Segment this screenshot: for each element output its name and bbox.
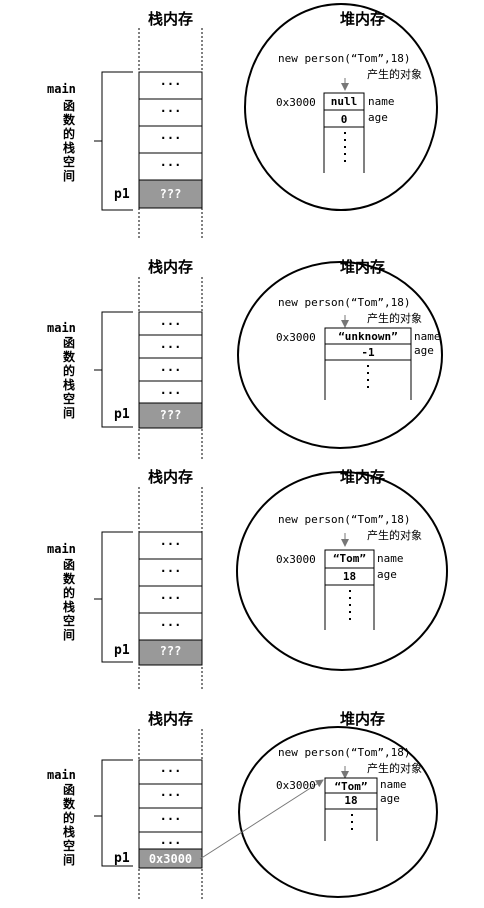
name-field-value: null — [330, 95, 358, 108]
address-label: 0x3000 — [276, 553, 316, 566]
main-label: main — [47, 82, 76, 96]
p1-cell-value: ??? — [159, 644, 182, 658]
age-field-value: 18 — [342, 570, 357, 583]
stack-cell-1: ··· — [159, 317, 182, 331]
panel-2: 栈内存 堆内存 main 函数的栈空间 ··· ··· ··· ··· p1 ?… — [0, 227, 484, 454]
main-bracket — [101, 531, 133, 663]
age-field-value: 0 — [340, 113, 348, 126]
stack-title: 栈内存 — [148, 10, 194, 28]
age-field-label: age — [414, 344, 434, 357]
age-field-label: age — [380, 792, 400, 805]
stack-cell-4: ··· — [159, 158, 182, 172]
object-age-box — [324, 343, 412, 361]
stack-title: 栈内存 — [148, 258, 194, 276]
reference-arrow — [199, 779, 324, 860]
address-label: 0x3000 — [276, 331, 316, 344]
heap-ellipse — [236, 471, 448, 671]
p1-stack-cell — [138, 639, 203, 666]
stack-cell-4: ··· — [159, 618, 182, 632]
name-field-value: “Tom” — [332, 552, 367, 565]
p1-label: p1 — [114, 851, 130, 866]
panel-1: 栈内存 堆内存 main 函数的栈空间 ··· ··· ··· ··· p1 ?… — [0, 0, 484, 227]
p1-stack-cell — [138, 848, 203, 869]
stack-cell-1: ··· — [159, 537, 182, 551]
produced-object-label: 产生的对象 — [367, 762, 422, 775]
panel-3: 栈内存 堆内存 main 函数的栈空间 ··· ··· ··· ··· p1 ?… — [0, 454, 484, 681]
stack-cell-3: ··· — [159, 131, 182, 145]
p1-cell-value: ??? — [159, 408, 182, 422]
main-cjk-label: 函数的栈空间 — [62, 783, 75, 867]
stack-cell-3: ··· — [159, 812, 182, 826]
main-cjk-label: 函数的栈空间 — [62, 99, 75, 183]
p1-stack-cell — [138, 402, 203, 429]
heap-title: 堆内存 — [340, 710, 386, 728]
stack-cell-2: ··· — [159, 564, 182, 578]
name-field-label: name — [380, 778, 407, 791]
stack-cell-2: ··· — [159, 104, 182, 118]
age-field-value: -1 — [361, 346, 375, 359]
main-cjk-label: 函数的栈空间 — [62, 336, 75, 420]
stack-cell — [138, 807, 203, 833]
name-field-label: name — [414, 330, 441, 343]
address-label: 0x3000 — [276, 779, 316, 792]
new-expression: new person(“Tom”,18) — [278, 296, 411, 309]
address-label: 0x3000 — [276, 96, 316, 109]
heap-ellipse — [237, 261, 443, 449]
new-expression: new person(“Tom”,18) — [278, 513, 411, 526]
name-field-value: “unknown” — [338, 330, 398, 343]
stack-cell-3: ··· — [159, 363, 182, 377]
p1-stack-cell — [138, 179, 203, 209]
stack-cell-2: ··· — [159, 788, 182, 802]
produced-object-label: 产生的对象 — [367, 68, 422, 81]
name-field-label: name — [377, 552, 404, 565]
p1-cell-value: 0x3000 — [148, 852, 193, 866]
heap-ellipse — [244, 3, 438, 211]
stack-cell — [138, 152, 203, 181]
produced-object-label: 产生的对象 — [367, 312, 422, 325]
age-field-label: age — [377, 568, 397, 581]
name-field-value: “Tom” — [334, 780, 368, 793]
p1-label: p1 — [114, 187, 130, 202]
main-label: main — [47, 768, 76, 782]
name-field-label: name — [368, 95, 395, 108]
p1-cell-value: ??? — [159, 187, 182, 201]
stack-cell-1: ··· — [159, 77, 182, 91]
main-bracket — [101, 759, 133, 867]
stack-cell-4: ··· — [159, 386, 182, 400]
stack-title: 栈内存 — [148, 710, 194, 728]
object-age-box — [324, 567, 375, 586]
stack-cell — [138, 783, 203, 809]
stack-cell-4: ··· — [159, 836, 182, 850]
stack-title: 栈内存 — [148, 468, 194, 486]
produced-object-label: 产生的对象 — [367, 529, 422, 542]
stack-cell-1: ··· — [159, 764, 182, 778]
stack-cell-2: ··· — [159, 340, 182, 354]
heap-title: 堆内存 — [340, 468, 386, 486]
p1-label: p1 — [114, 407, 130, 422]
main-label: main — [47, 321, 76, 335]
heap-title: 堆内存 — [340, 258, 386, 276]
stack-cell — [138, 531, 203, 560]
stack-cell — [138, 558, 203, 587]
panel-4: 栈内存 堆内存 main 函数的栈空间 ··· ··· ··· ··· p1 0… — [0, 681, 484, 908]
stack-cell — [138, 125, 203, 154]
heap-ellipse — [238, 726, 438, 898]
p1-label: p1 — [114, 643, 130, 658]
age-field-value: 18 — [344, 794, 358, 807]
stack-cell-3: ··· — [159, 591, 182, 605]
heap-title: 堆内存 — [340, 10, 386, 28]
age-field-label: age — [368, 111, 388, 124]
object-age-box — [323, 109, 365, 128]
main-label: main — [47, 542, 76, 556]
main-cjk-label: 函数的栈空间 — [62, 558, 75, 642]
object-age-box — [324, 792, 378, 810]
stack-cell — [138, 759, 203, 785]
new-expression: new person(“Tom”,18) — [278, 746, 411, 759]
new-expression: new person(“Tom”,18) — [278, 52, 411, 65]
